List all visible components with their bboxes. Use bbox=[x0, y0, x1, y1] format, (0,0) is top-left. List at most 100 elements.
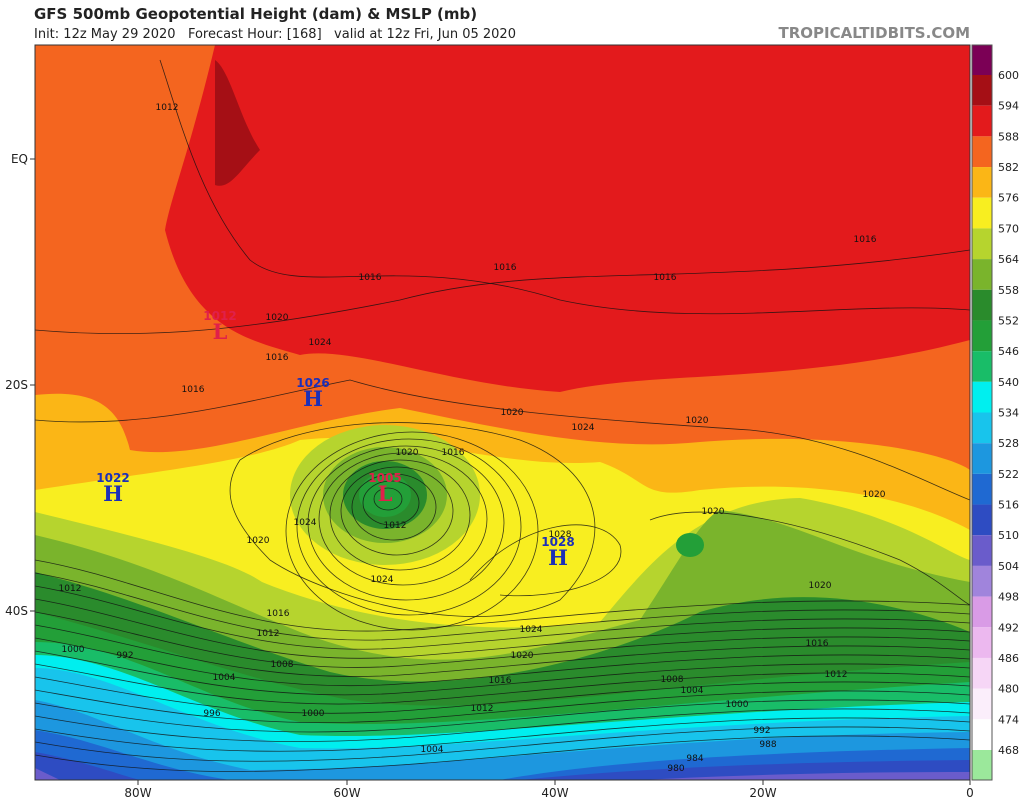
colorbar-label: 594 bbox=[998, 100, 1019, 113]
isobar-label: 1020 bbox=[266, 313, 289, 323]
isobar-label: 1020 bbox=[247, 536, 270, 546]
isobar bbox=[35, 637, 970, 687]
isobar bbox=[307, 445, 505, 601]
colorbar-cell bbox=[972, 565, 992, 597]
isobar bbox=[35, 735, 970, 772]
isobar-label: 992 bbox=[116, 651, 133, 661]
isobar-label: 980 bbox=[667, 764, 684, 774]
isobar bbox=[35, 708, 970, 742]
isobar-label: 1020 bbox=[702, 507, 725, 517]
colorbar-cell bbox=[972, 320, 992, 352]
isobar-label: 992 bbox=[753, 726, 770, 736]
isobar-label: 1020 bbox=[686, 416, 709, 426]
isobar bbox=[296, 438, 522, 616]
watermark: TROPICALTIDBITS.COM bbox=[779, 24, 971, 42]
colorbar-label: 498 bbox=[998, 591, 1019, 604]
isobar bbox=[35, 676, 970, 714]
isobar-label: 1016 bbox=[489, 676, 512, 686]
isobar bbox=[35, 650, 970, 696]
isobar bbox=[35, 379, 970, 501]
isobar bbox=[35, 726, 970, 762]
colorbar-cell bbox=[972, 105, 992, 137]
isobars bbox=[35, 59, 970, 772]
trough-core bbox=[510, 532, 610, 588]
isobar bbox=[35, 611, 970, 668]
center-pressure: 1022 bbox=[96, 471, 129, 485]
colorbar-label: 588 bbox=[998, 130, 1019, 143]
isobar-label: 1024 bbox=[309, 338, 332, 348]
isobar-label: 1016 bbox=[267, 609, 290, 619]
isobar-label: 1012 bbox=[471, 704, 494, 714]
isobar bbox=[35, 572, 970, 641]
isobar-label: 1020 bbox=[511, 651, 534, 661]
isobar bbox=[35, 663, 970, 705]
colorbar-label: 522 bbox=[998, 468, 1019, 481]
colorbar-label: 552 bbox=[998, 314, 1019, 327]
height-field bbox=[35, 45, 970, 780]
colorbar-label: 546 bbox=[998, 345, 1019, 358]
isobar bbox=[35, 249, 970, 335]
colorbar-cell bbox=[972, 473, 992, 505]
isobar bbox=[329, 459, 471, 571]
low-core bbox=[359, 473, 411, 517]
colorbar-cell bbox=[972, 443, 992, 474]
colorbar-cell bbox=[972, 657, 992, 689]
colorbar-cell bbox=[972, 750, 992, 780]
isobar-label: 1012 bbox=[825, 670, 848, 680]
lat-label: EQ bbox=[11, 152, 28, 166]
colorbar-cell bbox=[972, 289, 992, 321]
isobar bbox=[362, 480, 420, 526]
colorbar-cell bbox=[972, 381, 992, 413]
isobar bbox=[649, 511, 970, 606]
center-pressure: 1012 bbox=[203, 309, 236, 323]
center-symbol: H bbox=[303, 386, 323, 411]
center-pressure: 1028 bbox=[541, 535, 574, 549]
isobar-label: 1016 bbox=[442, 448, 465, 458]
colorbar-cell bbox=[972, 259, 992, 290]
colorbar-cell bbox=[972, 535, 992, 566]
center-symbol: H bbox=[103, 481, 123, 506]
height-band bbox=[215, 60, 260, 186]
isobar bbox=[351, 473, 437, 541]
isobar-label: 1016 bbox=[854, 235, 877, 245]
isobar bbox=[159, 59, 970, 315]
lat-label: 40S bbox=[5, 604, 28, 618]
isobar-label: 984 bbox=[686, 754, 703, 764]
colorbar-cell bbox=[972, 719, 992, 750]
isobar bbox=[35, 598, 970, 659]
colorbar-label: 564 bbox=[998, 253, 1019, 266]
height-band bbox=[35, 768, 970, 780]
height-band bbox=[165, 45, 970, 392]
isobar-label: 1016 bbox=[182, 385, 205, 395]
isobar-label: 1000 bbox=[302, 709, 325, 719]
isobar-label: 1008 bbox=[661, 675, 684, 685]
height-band bbox=[35, 752, 970, 780]
colorbar-cell bbox=[972, 136, 992, 168]
isobar-label: 1020 bbox=[396, 448, 419, 458]
isobar-label: 1016 bbox=[266, 353, 289, 363]
colorbar-label: 534 bbox=[998, 407, 1019, 420]
colorbar-cell bbox=[972, 412, 992, 444]
colorbar-label: 600 bbox=[998, 69, 1019, 82]
center-symbol: L bbox=[378, 481, 393, 506]
isobar-label: 1016 bbox=[359, 273, 382, 283]
lon-label: 0 bbox=[966, 786, 974, 800]
colorbar-label: 558 bbox=[998, 284, 1019, 297]
colorbar-cell bbox=[972, 627, 992, 658]
isobar-label: 1016 bbox=[654, 273, 677, 283]
isobar-label: 1000 bbox=[62, 645, 85, 655]
isobar-label: 988 bbox=[759, 740, 776, 750]
lon-label: 80W bbox=[124, 786, 151, 800]
center-symbol: H bbox=[548, 545, 568, 570]
isobar-label: 1008 bbox=[271, 660, 294, 670]
colorbar-frame bbox=[971, 44, 993, 781]
colorbar-label: 486 bbox=[998, 652, 1019, 665]
isobar-label: 1024 bbox=[572, 423, 595, 433]
isobar-label: 1020 bbox=[501, 408, 524, 418]
colorbar-cell bbox=[972, 688, 992, 720]
center-pressure: 1005 bbox=[368, 471, 401, 485]
lat-label: 20S bbox=[5, 378, 28, 392]
isobar bbox=[229, 422, 596, 617]
colorbar-label: 474 bbox=[998, 713, 1019, 726]
